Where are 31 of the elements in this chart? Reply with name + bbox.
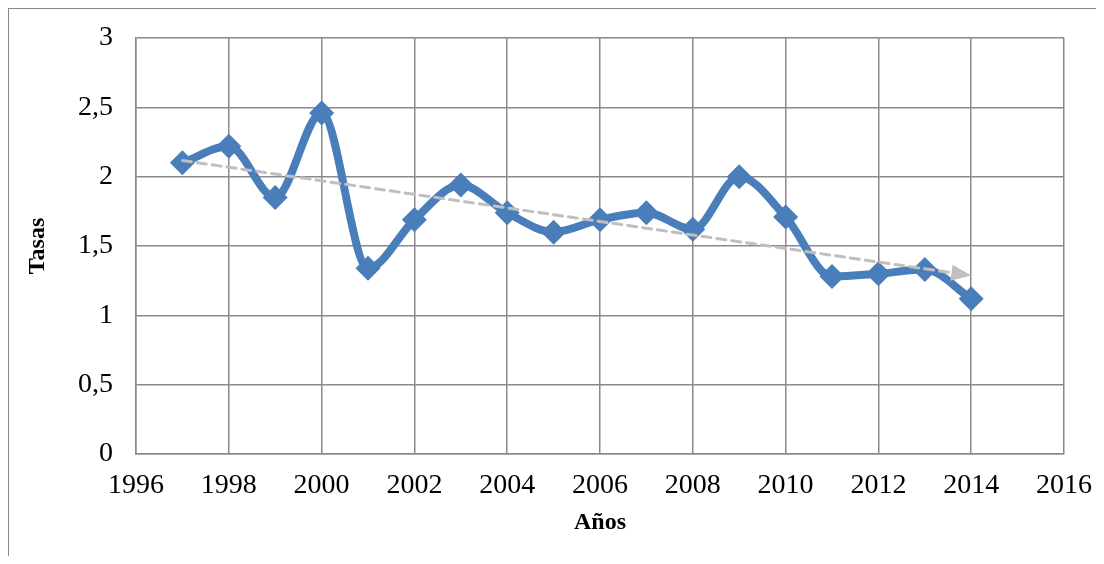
point	[541, 219, 567, 245]
y-tick-label: 3	[99, 20, 113, 52]
x-tick-label: 1996	[108, 468, 164, 500]
point	[958, 286, 984, 312]
x-tick-label: 2008	[664, 468, 721, 500]
x-tick-label: 2004	[479, 468, 536, 500]
point	[216, 133, 242, 159]
point	[448, 172, 474, 198]
point	[773, 204, 799, 230]
point	[726, 164, 752, 190]
point	[262, 184, 288, 210]
x-tick-label: 2010	[757, 468, 814, 500]
x-tick-label: 2002	[386, 468, 443, 500]
y-tick-label: 1	[99, 297, 113, 329]
x-tick-label: 2016	[1036, 468, 1092, 500]
x-axis-title: Años	[573, 507, 627, 534]
point	[401, 207, 427, 233]
x-tick-label: 1998	[200, 468, 257, 500]
x-tick-label: 2000	[293, 468, 350, 500]
y-tick-label: 2,5	[78, 89, 113, 121]
y-tick-label: 1,5	[78, 228, 113, 260]
y-tick-label: 0,5	[78, 367, 113, 399]
point	[309, 100, 335, 126]
y-axis-title: Tasas	[22, 217, 49, 275]
x-tick-label: 2014	[943, 468, 1000, 500]
y-tick-label: 0	[99, 436, 113, 468]
x-tick-label: 2006	[572, 468, 628, 500]
point	[355, 255, 381, 281]
y-tick-label: 2	[99, 159, 113, 191]
x-tick-label: 2012	[850, 468, 907, 500]
point	[865, 261, 891, 287]
